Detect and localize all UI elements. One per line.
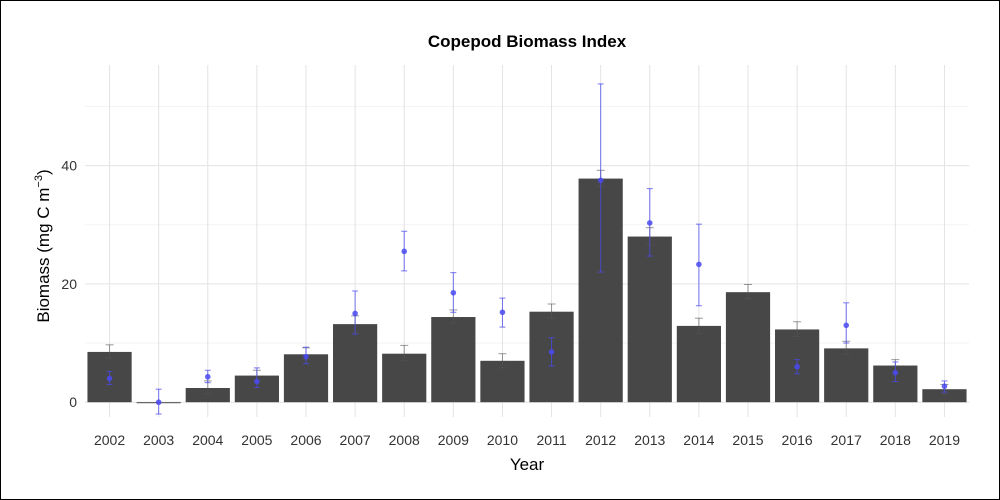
y-axis-title-close: )	[34, 169, 53, 175]
data-point	[352, 310, 358, 317]
data-point	[597, 177, 604, 184]
data-point	[941, 383, 948, 390]
bar	[676, 325, 721, 403]
bar	[922, 389, 967, 403]
data-point	[204, 373, 211, 380]
bar	[627, 236, 672, 403]
x-tick-label: 2015	[732, 432, 763, 448]
data-point	[646, 220, 653, 226]
bar	[431, 317, 476, 403]
x-axis-ticks: 2002 2003 2004 2005 2006 2007 2008 2009 2010 2011…	[94, 432, 960, 448]
x-tick-label: 2002	[94, 432, 125, 448]
data-point	[303, 353, 309, 360]
bars	[87, 169, 967, 404]
x-tick-label: 2012	[585, 432, 616, 448]
y-axis-title-superscript: −3	[33, 175, 45, 188]
data-point	[794, 363, 800, 370]
data-point	[843, 322, 850, 329]
data-point	[155, 399, 162, 406]
y-axis-ticks: 0 20 40	[61, 158, 77, 411]
y-axis-title: Biomass (mg C m−3)	[33, 169, 53, 322]
x-tick-label: 2019	[929, 432, 960, 448]
y-tick-label: 20	[61, 276, 77, 292]
y-tick-label: 40	[61, 158, 77, 174]
bar	[185, 388, 230, 403]
points	[106, 83, 948, 415]
data-point	[548, 349, 555, 355]
x-tick-label: 2010	[487, 432, 518, 448]
x-tick-label: 2006	[290, 432, 321, 448]
x-tick-label: 2013	[634, 432, 665, 448]
bar	[333, 324, 378, 403]
x-tick-label: 2005	[241, 432, 272, 448]
bar	[824, 348, 869, 403]
x-tick-label: 2003	[143, 432, 174, 448]
bar	[725, 292, 771, 403]
data-point	[401, 248, 408, 255]
chart-title: Copepod Biomass Index	[428, 32, 627, 51]
data-point	[254, 378, 260, 385]
bar	[382, 353, 427, 403]
data-point	[450, 289, 457, 296]
x-tick-label: 2011	[537, 432, 567, 448]
data-point	[499, 309, 506, 316]
x-tick-label: 2009	[438, 432, 469, 448]
y-axis-title-main: Biomass (mg C m	[34, 188, 53, 323]
y-tick-label: 0	[69, 394, 77, 410]
x-axis-title: Year	[510, 455, 545, 474]
x-tick-label: 2004	[192, 432, 223, 448]
data-point	[696, 261, 702, 268]
data-point	[106, 375, 113, 382]
data-point	[892, 369, 899, 376]
x-tick-label: 2016	[782, 432, 813, 448]
x-tick-label: 2007	[340, 432, 371, 448]
x-tick-label: 2008	[389, 432, 420, 448]
x-tick-label: 2017	[831, 432, 862, 448]
x-tick-label: 2014	[683, 432, 714, 448]
x-tick-label: 2018	[880, 432, 911, 448]
